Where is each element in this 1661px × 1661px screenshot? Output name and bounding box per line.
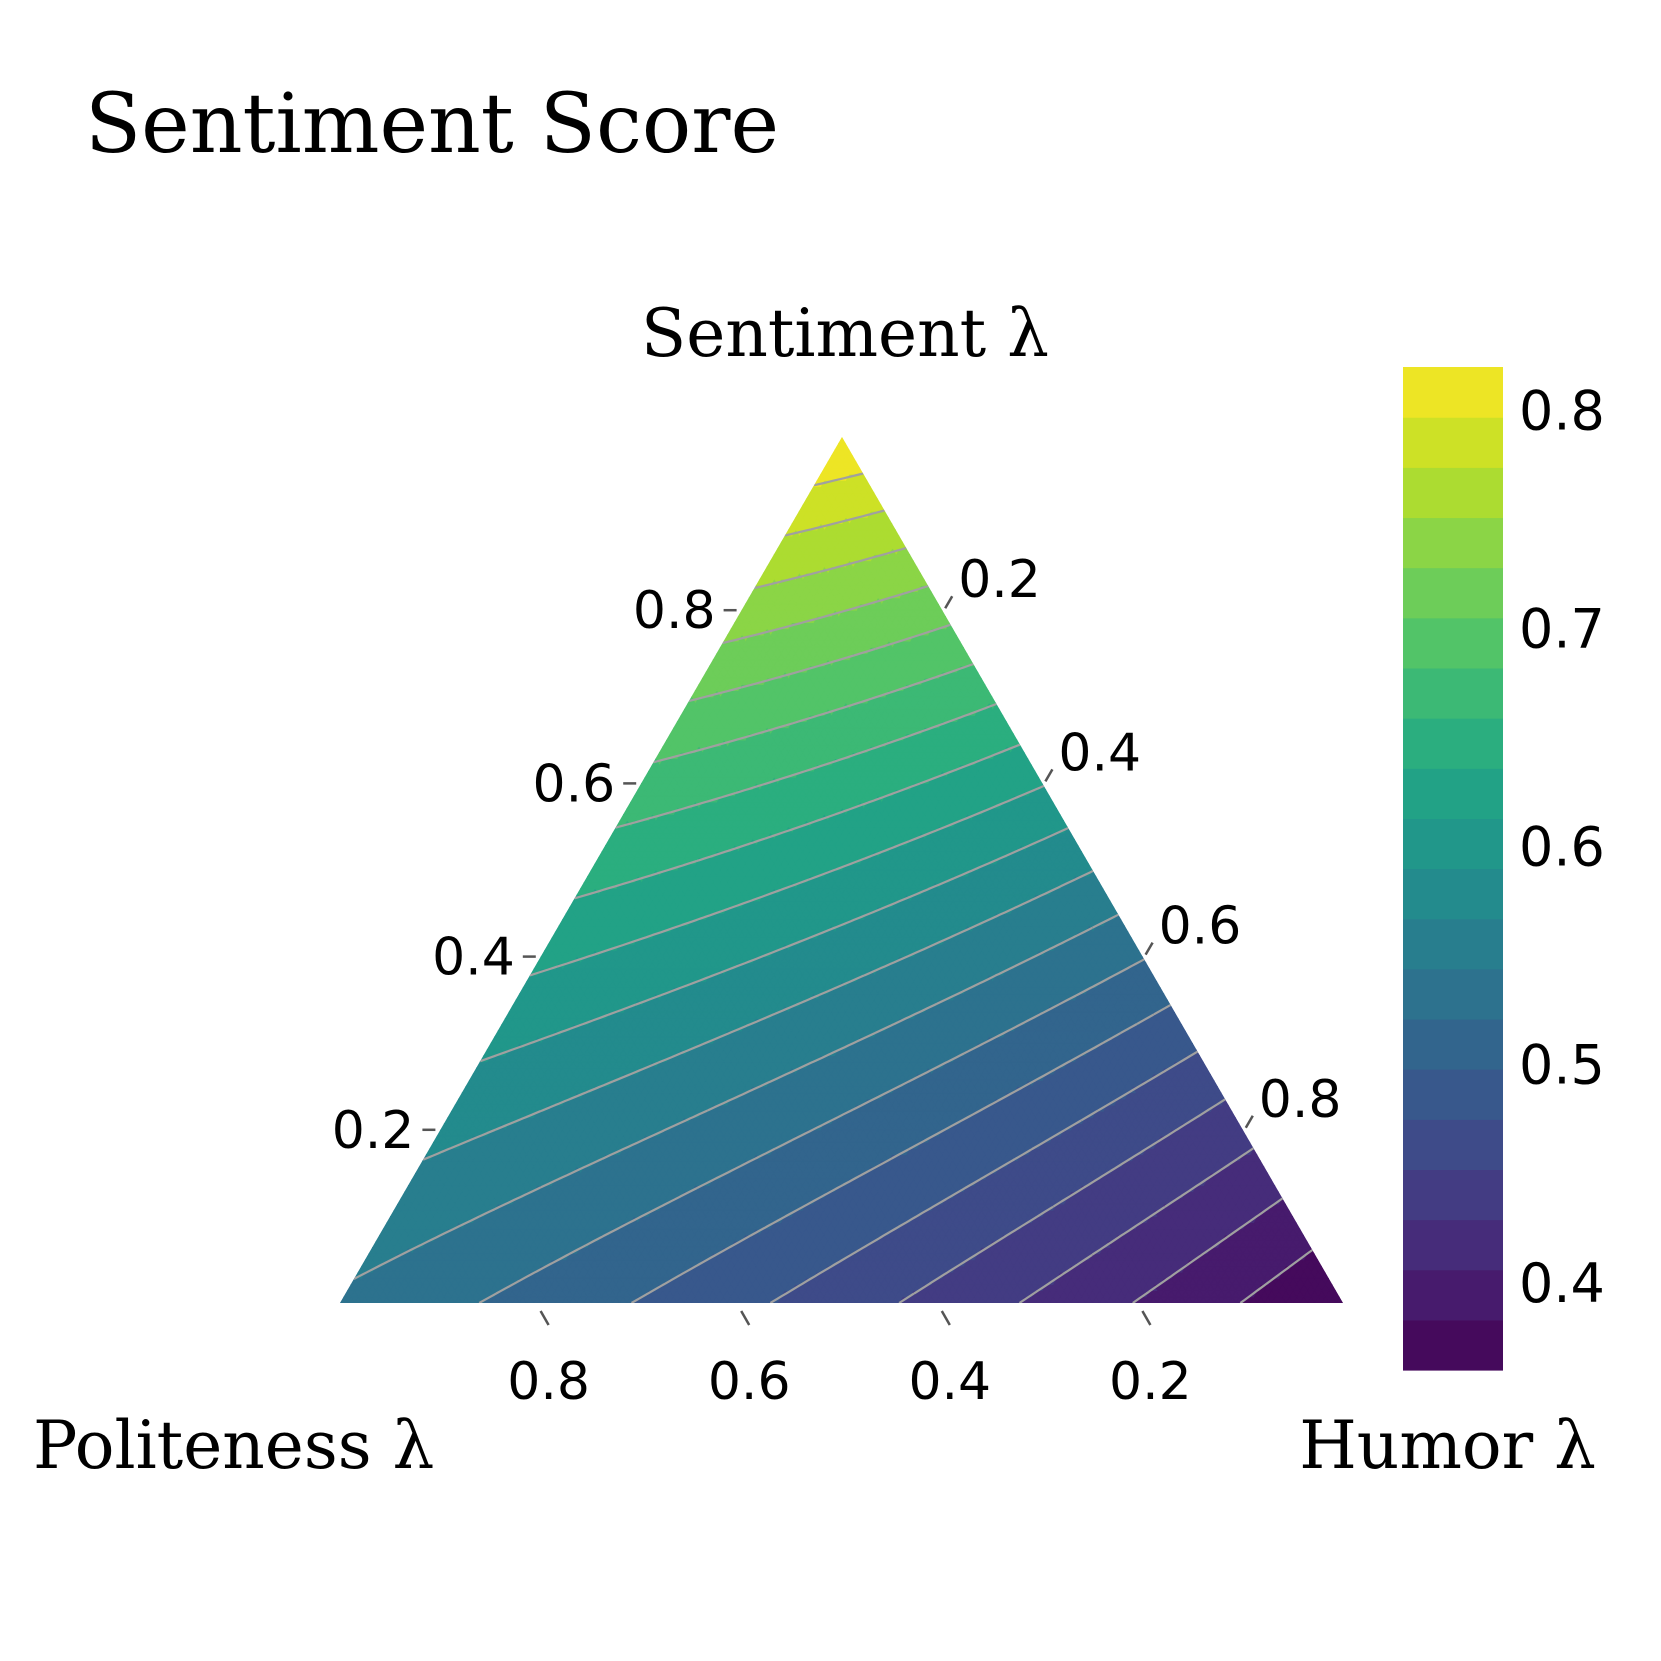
contour-cell <box>340 1296 348 1303</box>
contour-field <box>340 437 1343 1303</box>
chart-title: Sentiment Score <box>85 77 779 172</box>
